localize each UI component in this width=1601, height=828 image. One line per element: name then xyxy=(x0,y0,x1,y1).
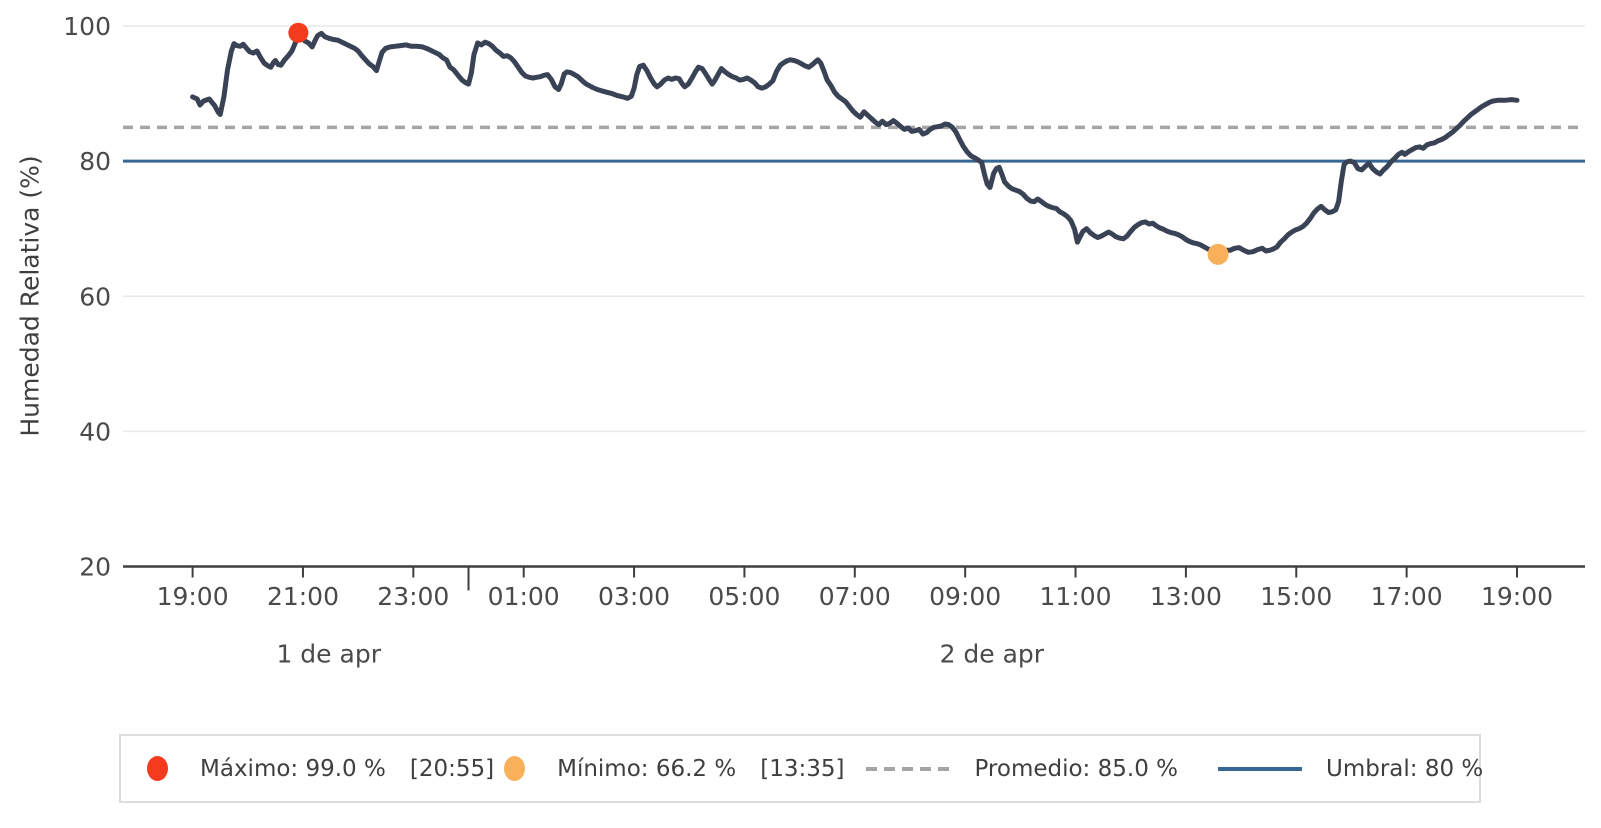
x-tick-label: 17:00 xyxy=(1371,582,1443,611)
x-tick-label: 03:00 xyxy=(598,582,670,611)
promedio-dashed-line-icon xyxy=(866,766,951,771)
x-tick-label: 19:00 xyxy=(1481,582,1553,611)
x-tick-label: 21:00 xyxy=(267,582,339,611)
x-tick-label: 05:00 xyxy=(708,582,780,611)
legend-item-umbral: Umbral: 80 % xyxy=(1218,756,1483,782)
x-axis-day-label-1: 1 de apr xyxy=(276,639,381,669)
humidity-line xyxy=(190,30,1520,257)
y-tick-label: 40 xyxy=(79,417,111,446)
min-marker xyxy=(1207,243,1229,265)
x-tick-label: 23:00 xyxy=(377,582,449,611)
y-axis-title: Humedad Relativa (%) xyxy=(15,155,45,437)
x-tick-label: 07:00 xyxy=(819,582,891,611)
legend-label: Promedio: 85.0 % xyxy=(974,755,1178,782)
x-tick-label: 19:00 xyxy=(157,582,229,611)
legend-time-bracket: [20:55] xyxy=(409,755,495,782)
y-tick-label: 80 xyxy=(79,147,111,176)
legend: Máximo: 99.0 % [20:55] Mínimo: 66.2 % [13:3… xyxy=(119,734,1483,803)
x-axis-day-label-2: 2 de apr xyxy=(939,639,1045,669)
legend-item-maximo: Máximo: 99.0 % [20:55] xyxy=(147,756,494,782)
legend-label: Mínimo: 66.2 % xyxy=(557,755,737,782)
legend-item-minimo: Mínimo: 66.2 % [13:35] xyxy=(504,756,844,782)
legend-item-promedio: Promedio: 85.0 % xyxy=(866,756,1178,782)
maximo-dot-icon xyxy=(147,756,168,781)
x-tick-label: 13:00 xyxy=(1150,582,1222,611)
max-marker xyxy=(288,22,309,43)
x-tick-label: 15:00 xyxy=(1260,582,1332,611)
y-tick-label: 60 xyxy=(79,282,111,311)
legend-time-bracket: [13:35] xyxy=(760,755,845,782)
minimo-dot-icon xyxy=(504,756,526,781)
legend-label: Umbral: 80 % xyxy=(1326,755,1484,782)
x-tick-label: 01:00 xyxy=(488,582,560,611)
x-tick-label: 09:00 xyxy=(929,582,1001,611)
y-tick-label: 20 xyxy=(79,553,111,582)
umbral-line-icon xyxy=(1218,766,1302,771)
x-tick-label: 11:00 xyxy=(1040,582,1112,611)
legend-label: Máximo: 99.0 % xyxy=(200,755,386,782)
y-tick-label: 100 xyxy=(63,12,111,41)
